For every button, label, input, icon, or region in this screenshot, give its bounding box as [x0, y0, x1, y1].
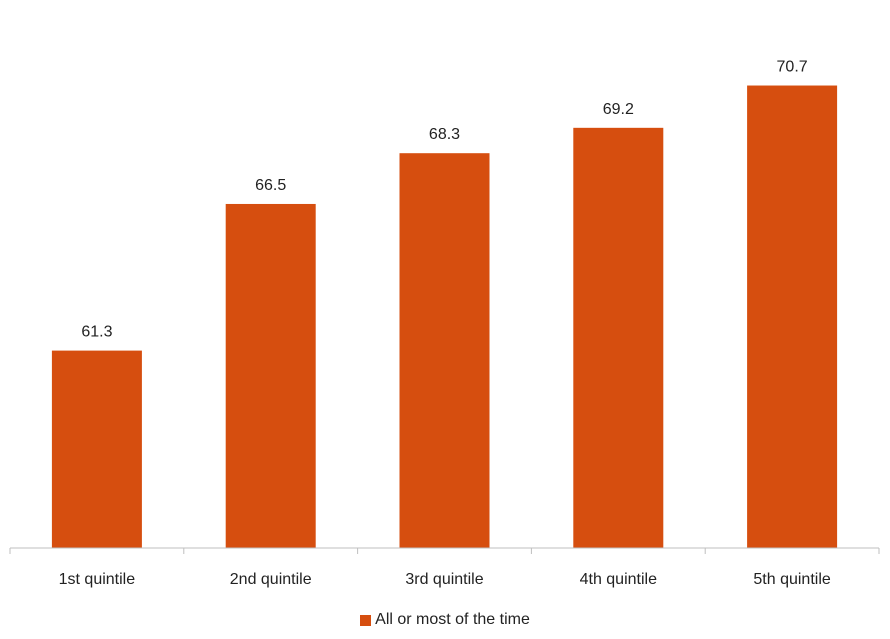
bar [747, 85, 838, 549]
data-label: 70.7 [777, 59, 808, 76]
data-label: 61.3 [81, 324, 112, 341]
x-tick-label: 2nd quintile [230, 571, 312, 588]
x-tick-label: 4th quintile [580, 571, 657, 588]
bar [225, 203, 316, 548]
bar [51, 350, 142, 548]
x-tick-label: 1st quintile [59, 571, 136, 588]
bar [573, 127, 664, 548]
x-tick-labels-group: 1st quintile 2nd quintile 3rd quintile 4th … [59, 571, 831, 588]
legend: All or most of the time [0, 611, 890, 629]
data-labels-group: 61.3 66.5 68.3 69.2 70.7 [81, 59, 807, 341]
x-tick-label: 3rd quintile [405, 571, 483, 588]
bar [399, 153, 490, 548]
legend-swatch [360, 614, 372, 626]
x-ticks-group [9, 548, 880, 554]
data-label: 66.5 [255, 177, 286, 194]
bar-chart: 61.3 66.5 68.3 69.2 70.7 1st quintile 2nd qui… [9, 59, 880, 588]
bars-group [51, 85, 838, 549]
legend-label: All or most of the time [375, 611, 530, 628]
x-tick-label: 5th quintile [753, 571, 830, 588]
data-label: 68.3 [429, 126, 460, 143]
data-label: 69.2 [603, 101, 634, 118]
